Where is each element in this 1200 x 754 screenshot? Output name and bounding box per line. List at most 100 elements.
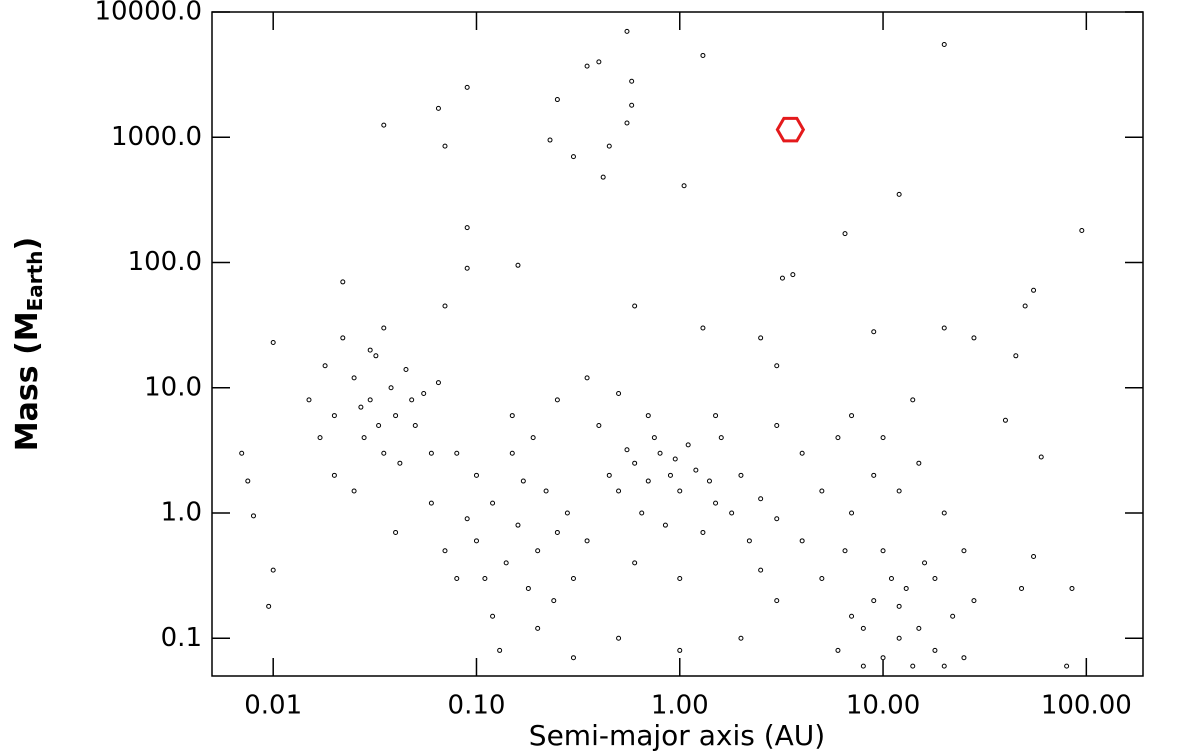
- point: [657, 450, 663, 456]
- point: [515, 262, 521, 268]
- point: [677, 647, 683, 653]
- point: [306, 397, 312, 403]
- point: [932, 647, 938, 653]
- point: [880, 548, 886, 554]
- point: [651, 435, 657, 441]
- point: [961, 548, 967, 554]
- point: [1002, 417, 1008, 423]
- point: [509, 450, 515, 456]
- point: [473, 538, 479, 544]
- point: [584, 63, 590, 69]
- point: [632, 460, 638, 466]
- point: [535, 548, 541, 554]
- point: [706, 478, 712, 484]
- point: [270, 567, 276, 573]
- point: [632, 560, 638, 566]
- point: [910, 663, 916, 669]
- point: [700, 325, 706, 331]
- point: [606, 472, 612, 478]
- point: [473, 472, 479, 478]
- point: [819, 576, 825, 582]
- y-tick-label: 10.0: [144, 372, 202, 402]
- point: [842, 231, 848, 237]
- point: [464, 84, 470, 90]
- y-tick-label: 100.0: [128, 247, 202, 277]
- point: [961, 655, 967, 661]
- point: [435, 380, 441, 386]
- point: [616, 391, 622, 397]
- point: [1064, 663, 1070, 669]
- point: [1038, 454, 1044, 460]
- y-tick-label: 0.1: [161, 623, 202, 653]
- point: [442, 548, 448, 554]
- point: [1013, 353, 1019, 359]
- point: [896, 635, 902, 641]
- point: [624, 28, 630, 34]
- point: [600, 174, 606, 180]
- point: [849, 413, 855, 419]
- point: [530, 435, 536, 441]
- point: [896, 603, 902, 609]
- point: [693, 467, 699, 473]
- point: [632, 303, 638, 309]
- point: [367, 397, 373, 403]
- point: [941, 42, 947, 48]
- point: [860, 663, 866, 669]
- point: [903, 585, 909, 591]
- point: [421, 391, 427, 397]
- x-tick-label: 10.00: [846, 691, 920, 721]
- point: [871, 598, 877, 604]
- point: [351, 488, 357, 494]
- point: [442, 143, 448, 149]
- point: [340, 335, 346, 341]
- point: [584, 375, 590, 381]
- point: [464, 225, 470, 231]
- y-tick-label: 1.0: [161, 498, 202, 528]
- point: [570, 154, 576, 160]
- point: [397, 460, 403, 466]
- point: [1019, 585, 1025, 591]
- x-tick-label: 0.10: [448, 691, 506, 721]
- point: [713, 500, 719, 506]
- point: [340, 279, 346, 285]
- point: [266, 603, 272, 609]
- point: [941, 510, 947, 516]
- point: [774, 422, 780, 428]
- point: [388, 385, 394, 391]
- point: [888, 576, 894, 582]
- point: [381, 122, 387, 128]
- point: [606, 143, 612, 149]
- y-axis-label: Mass (MEarth): [10, 237, 47, 451]
- point: [700, 529, 706, 535]
- point: [896, 191, 902, 197]
- point: [916, 460, 922, 466]
- point: [971, 335, 977, 341]
- point: [835, 435, 841, 441]
- point: [758, 496, 764, 502]
- point: [896, 488, 902, 494]
- plot-frame: [211, 11, 1144, 677]
- point: [1031, 287, 1037, 293]
- point: [910, 397, 916, 403]
- point: [376, 422, 382, 428]
- point: [718, 435, 724, 441]
- point: [570, 655, 576, 661]
- point: [871, 329, 877, 335]
- point: [503, 560, 509, 566]
- point: [645, 413, 651, 419]
- point: [409, 397, 415, 403]
- point: [331, 472, 337, 478]
- point: [922, 560, 928, 566]
- point: [482, 576, 488, 582]
- point: [428, 500, 434, 506]
- point: [564, 510, 570, 516]
- point: [464, 516, 470, 522]
- point: [596, 422, 602, 428]
- x-tick-label: 1.00: [651, 691, 709, 721]
- point: [584, 538, 590, 544]
- point: [454, 576, 460, 582]
- point: [554, 397, 560, 403]
- y-tick-label: 10000.0: [94, 0, 202, 27]
- point: [412, 422, 418, 428]
- point: [950, 613, 956, 619]
